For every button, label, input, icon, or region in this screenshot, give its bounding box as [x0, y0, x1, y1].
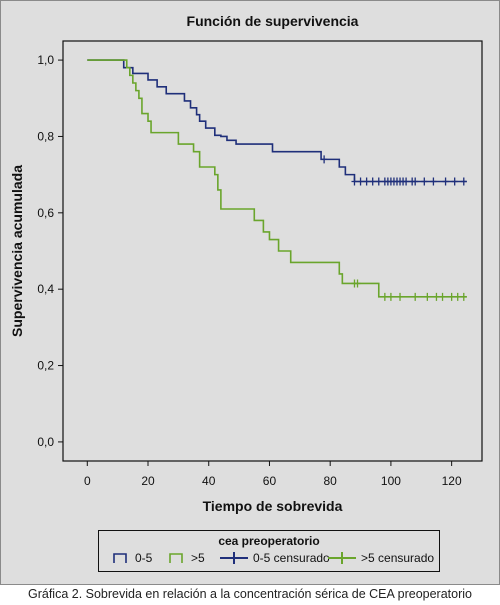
censored-mark [460, 177, 467, 186]
y-tick-label: 0,0 [37, 435, 54, 449]
y-tick-label: 1,0 [37, 53, 54, 67]
x-tick-label: 60 [263, 474, 277, 488]
legend-label: >5 [191, 551, 205, 565]
censored-mark [321, 155, 328, 164]
x-tick-label: 40 [202, 474, 216, 488]
legend-cross-icon [220, 552, 248, 564]
x-tick-label: 100 [381, 474, 401, 488]
legend-item-gt5-censored: >5 censurado [327, 549, 434, 567]
legend-title: cea preoperatorio [218, 534, 320, 548]
legend-item-gt5: >5 [169, 549, 205, 567]
x-tick-label: 120 [442, 474, 462, 488]
chart-title: Función de supervivencia [187, 13, 359, 29]
censored-mark [369, 177, 376, 186]
legend-step-icon [169, 553, 183, 563]
censored-mark [433, 292, 440, 301]
series-line-gt5 [87, 59, 467, 298]
censored-mark [454, 292, 461, 301]
legend-label: >5 censurado [361, 551, 435, 565]
censored-mark [439, 292, 446, 301]
legend: cea preoperatorio 0-5 >5 0-5 censurado >… [98, 530, 440, 572]
censored-mark [442, 177, 449, 186]
censored-mark [354, 279, 361, 288]
legend-item-0-5-censored: 0-5 censurado [219, 549, 330, 567]
censored-mark [421, 177, 428, 186]
censored-mark [375, 177, 382, 186]
x-axis-label: Tiempo de sobrevida [203, 498, 343, 514]
y-tick-label: 0,8 [37, 129, 54, 143]
legend-label: 0-5 censurado [253, 551, 330, 565]
figure-caption: Gráfica 2. Sobrevida en relación a la co… [27, 587, 472, 601]
legend-item-0-5: 0-5 [113, 549, 152, 567]
censored-mark [430, 177, 437, 186]
y-axis-label: Supervivencia acumulada [9, 165, 25, 337]
censored-mark [363, 177, 370, 186]
legend-step-icon [113, 553, 127, 563]
x-tick-label: 80 [324, 474, 338, 488]
censored-mark [424, 292, 431, 301]
censored-mark [412, 292, 419, 301]
censored-mark [451, 177, 458, 186]
legend-cross-icon [328, 552, 356, 564]
x-tick-label: 0 [84, 474, 91, 488]
censored-mark [357, 177, 364, 186]
censored-mark [397, 292, 404, 301]
censored-mark [448, 292, 455, 301]
censored-mark [460, 292, 467, 301]
legend-label: 0-5 [135, 551, 153, 565]
censored-mark [387, 292, 394, 301]
plot-area [62, 40, 483, 462]
x-tick-label: 20 [141, 474, 155, 488]
y-tick-label: 0,2 [37, 359, 54, 373]
y-tick-label: 0,6 [37, 206, 54, 220]
censored-mark [403, 177, 410, 186]
censored-mark [412, 177, 419, 186]
series-line-0-5 [87, 59, 467, 183]
censored-mark [381, 292, 388, 301]
y-tick-label: 0,4 [37, 282, 54, 296]
censored-mark [351, 177, 358, 186]
